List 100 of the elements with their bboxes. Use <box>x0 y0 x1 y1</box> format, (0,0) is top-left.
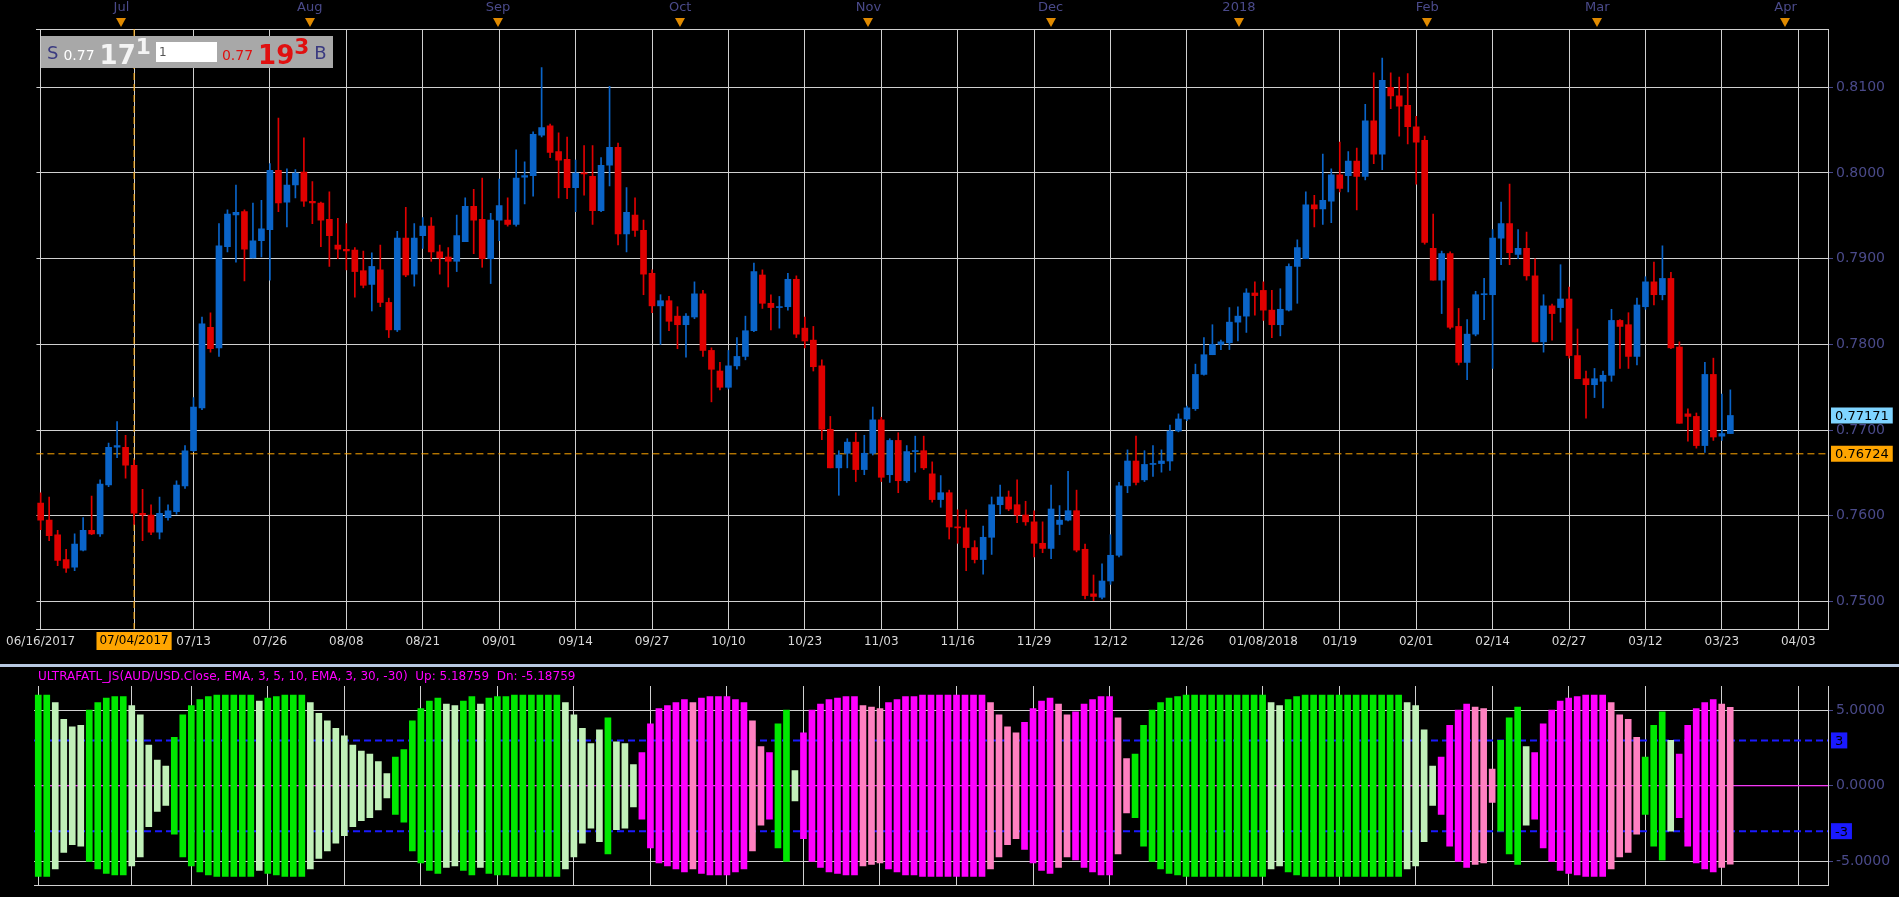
bar <box>1293 696 1300 876</box>
bar <box>1658 711 1666 861</box>
bar <box>1386 694 1394 877</box>
ref-line-label: 3 <box>1835 732 1844 748</box>
bar <box>392 756 399 815</box>
x-tick-label: 11/16 <box>940 634 975 649</box>
bar <box>502 696 510 876</box>
bar <box>1174 696 1181 876</box>
bar <box>1667 740 1675 832</box>
bar <box>987 702 994 870</box>
bar <box>1114 717 1122 855</box>
bar <box>536 694 544 877</box>
bar <box>774 723 782 849</box>
annotation: 1 <box>158 45 167 59</box>
x-tick-label: 12/12 <box>1093 634 1128 649</box>
bar <box>613 741 620 830</box>
x-tick-label: 04/03 <box>1780 634 1816 649</box>
bar <box>409 720 416 852</box>
candlestick <box>937 475 945 508</box>
bar <box>460 700 467 871</box>
bar <box>1250 694 1258 877</box>
bar <box>349 744 357 827</box>
candlestick <box>911 435 919 473</box>
bar <box>417 708 425 864</box>
bar <box>434 697 442 874</box>
bar <box>358 750 365 821</box>
bar <box>579 728 586 844</box>
y-tick-label: 0.0000 <box>1836 776 1885 793</box>
bar <box>553 694 561 877</box>
candlestick <box>1480 278 1488 320</box>
bar <box>1352 694 1360 877</box>
bar <box>859 705 867 867</box>
x-tick-label: 02/14 <box>1475 634 1510 649</box>
candlestick <box>767 294 775 331</box>
annotation: 0.77 <box>221 47 254 63</box>
candlestick <box>1310 194 1318 228</box>
x-tick-label: 03/12 <box>1628 634 1663 649</box>
y-tick-label: 5.0000 <box>1836 700 1885 717</box>
candlestick <box>1616 319 1624 369</box>
bar <box>383 773 391 799</box>
bar <box>1335 694 1343 877</box>
x-tick-label: 09/01 <box>481 634 517 649</box>
bar <box>1123 758 1130 814</box>
bar <box>1514 706 1521 865</box>
x-tick-label: 11/29 <box>1016 634 1052 649</box>
bar <box>689 702 697 870</box>
bar <box>1012 732 1020 840</box>
x-tick-label: 02/01 <box>1398 634 1434 649</box>
annotation: 19$^{3}$ <box>258 34 310 70</box>
x-tick-label: 12/26 <box>1169 634 1205 649</box>
bar <box>1063 714 1071 858</box>
annotation: S <box>47 41 59 63</box>
chart-title: ULTRAFATL_JS(AUD/USD.Close, EMA, 3, 5, 10, EMA, 3, 30, -30) Up: 5.18759 Dn: -5.18759 <box>38 669 576 684</box>
x-tick-label: 02/27 <box>1551 634 1587 649</box>
bar <box>1055 703 1062 868</box>
x-tick-label: 07/13 <box>176 634 211 649</box>
bar <box>332 728 340 844</box>
bar <box>757 746 765 826</box>
bar <box>128 705 136 867</box>
bar <box>511 694 518 877</box>
x2-tick-label: 2018 <box>1222 0 1256 14</box>
bar <box>1199 694 1207 877</box>
bar <box>1522 746 1530 826</box>
bar <box>1327 694 1334 877</box>
bar <box>1267 702 1275 870</box>
bar <box>1318 694 1326 877</box>
y-tick-label: 0.7600 <box>1836 506 1885 523</box>
bar <box>1378 694 1385 877</box>
y-tick-label: 0.7500 <box>1836 592 1885 609</box>
candlestick <box>1599 370 1607 409</box>
bar <box>570 714 578 858</box>
bar <box>375 761 382 811</box>
candlestick <box>1514 229 1522 260</box>
candlestick <box>1149 445 1157 477</box>
bar <box>596 729 603 843</box>
bar <box>1726 706 1734 865</box>
candlestick <box>495 178 503 242</box>
bar <box>1004 726 1011 846</box>
bar <box>791 770 799 802</box>
x2-tick-label: Nov <box>855 0 882 14</box>
bar <box>1412 705 1419 867</box>
bar <box>451 705 459 867</box>
bar <box>324 720 331 852</box>
bar <box>1191 694 1198 877</box>
bar <box>876 708 884 864</box>
bar <box>1480 708 1487 864</box>
bar <box>1148 709 1156 862</box>
bar <box>528 694 535 877</box>
bar <box>1284 699 1292 873</box>
bar <box>1301 694 1309 877</box>
x2-tick-label: Dec <box>1038 0 1064 14</box>
x-tick-label: 09/27 <box>634 634 670 649</box>
bar <box>1165 697 1173 874</box>
x-tick-label: 06/16/2017 <box>6 634 76 649</box>
bar <box>1505 717 1513 855</box>
x2-tick-label: Sep <box>485 0 511 14</box>
candlestick <box>1319 153 1327 225</box>
bar <box>443 703 450 868</box>
bar <box>783 709 790 862</box>
bar <box>477 703 484 868</box>
